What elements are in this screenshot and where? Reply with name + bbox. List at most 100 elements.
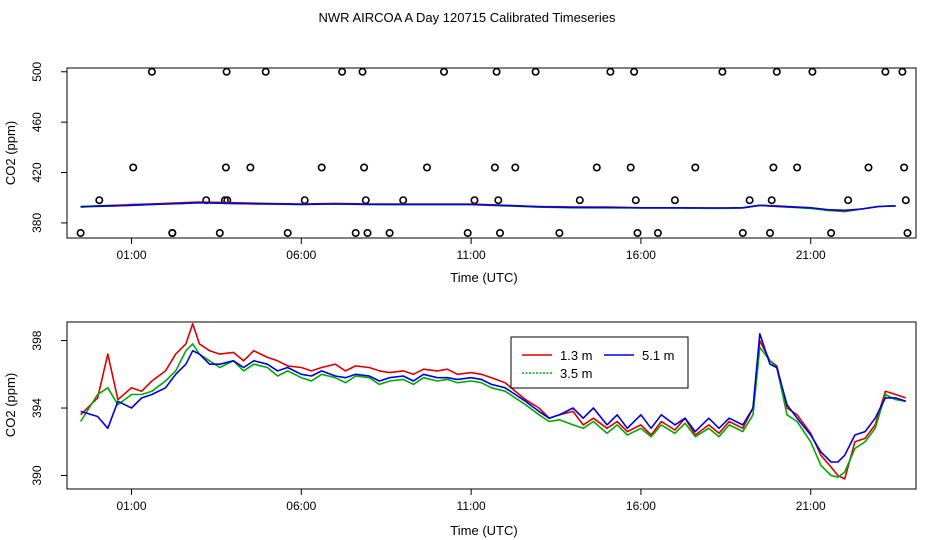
top-data-point <box>399 196 408 205</box>
top-data-point <box>129 163 138 172</box>
top-x-axis-label: Time (UTC) <box>450 270 517 285</box>
top-data-point <box>670 196 679 205</box>
top-data-point <box>718 67 727 76</box>
top-data-point <box>827 229 836 238</box>
top-data-point <box>361 196 370 205</box>
top-data-point <box>903 229 912 238</box>
top-data-point <box>738 229 747 238</box>
top-data-point <box>606 67 615 76</box>
top-plot-frame <box>66 67 917 239</box>
bottom-x-tick-label-11-00: 11:00 <box>457 499 486 513</box>
top-data-point <box>691 163 700 172</box>
top-data-point <box>385 229 394 238</box>
bottom-panel: 01:00 06:00 11:00 16:00 21:00 390 394 398 Time… <box>3 321 917 538</box>
top-data-point <box>767 196 776 205</box>
top-circles-layer <box>76 67 912 238</box>
top-panel: 01:00 06:00 11:00 16:00 21:00 380 420 460 500 T… <box>3 61 917 285</box>
bottom-series-line-3-5-m <box>79 343 906 479</box>
top-data-point <box>470 196 479 205</box>
top-data-point <box>490 163 499 172</box>
top-data-point <box>900 163 909 172</box>
top-data-point <box>351 229 360 238</box>
top-series-layer <box>80 201 896 213</box>
top-data-point <box>626 163 635 172</box>
top-x-tick-label-11-00: 11:00 <box>457 248 486 262</box>
top-data-point <box>422 163 431 172</box>
bottom-x-tick-label-21-00: 21:00 <box>796 499 826 513</box>
bottom-x-tick-label-16-00: 16:00 <box>626 499 656 513</box>
top-data-point <box>769 163 778 172</box>
top-data-point <box>844 196 853 205</box>
top-data-point <box>283 229 292 238</box>
top-data-point <box>95 196 104 205</box>
top-data-point <box>168 229 177 238</box>
top-x-axis: 01:00 06:00 11:00 16:00 21:00 <box>117 238 826 262</box>
top-data-point <box>592 163 601 172</box>
bottom-y-tick-label-394: 394 <box>30 398 44 418</box>
top-data-point <box>495 229 504 238</box>
top-data-point <box>575 196 584 205</box>
top-data-point <box>363 229 372 238</box>
top-data-point <box>555 229 564 238</box>
bottom-x-tick-label-01-00: 01:00 <box>117 499 147 513</box>
top-y-axis: 380 420 460 500 <box>30 61 67 233</box>
top-x-tick-label-16-00: 16:00 <box>626 248 656 262</box>
top-data-point <box>147 67 156 76</box>
top-y-axis-label: CO2 (ppm) <box>3 121 18 185</box>
bottom-y-axis-label: CO2 (ppm) <box>3 373 18 437</box>
bottom-y-tick-label-390: 390 <box>30 465 44 485</box>
top-data-point <box>772 67 781 76</box>
legend: 1.3 m 5.1 m 3.5 m <box>510 336 689 389</box>
top-data-point <box>745 196 754 205</box>
top-data-point <box>494 196 503 205</box>
top-x-tick-label-06-00: 06:00 <box>286 248 316 262</box>
top-data-point <box>881 67 890 76</box>
top-data-point <box>531 67 540 76</box>
top-data-point <box>633 229 642 238</box>
bottom-plot-frame <box>66 321 917 490</box>
top-data-point <box>317 163 326 172</box>
top-series-line-5-1-m <box>80 201 896 212</box>
top-data-point <box>864 163 873 172</box>
top-data-point <box>358 67 367 76</box>
top-data-point <box>246 163 255 172</box>
bottom-x-tick-label-06-00: 06:00 <box>286 499 316 513</box>
top-y-tick-label-500: 500 <box>30 61 44 81</box>
top-data-point <box>631 196 640 205</box>
top-data-point <box>463 229 472 238</box>
top-x-tick-label-21-00: 21:00 <box>796 248 826 262</box>
bottom-series-layer <box>79 322 907 480</box>
top-data-point <box>492 67 501 76</box>
legend-label-1-3m: 1.3 m <box>560 348 593 363</box>
legend-box <box>510 336 689 389</box>
top-data-point <box>215 229 224 238</box>
figure-title: NWR AIRCOA A Day 120715 Calibrated Times… <box>319 10 616 25</box>
top-data-point <box>808 67 817 76</box>
top-data-point <box>76 229 85 238</box>
bottom-series-line-5-1-m <box>80 332 907 463</box>
top-data-point <box>511 163 520 172</box>
top-data-point <box>261 67 270 76</box>
legend-label-5-1m: 5.1 m <box>642 348 675 363</box>
top-data-point <box>765 229 774 238</box>
top-data-point <box>793 163 802 172</box>
bottom-series-line-1-3-m <box>80 322 907 480</box>
top-data-point <box>898 67 907 76</box>
legend-label-3-5m: 3.5 m <box>560 366 593 381</box>
top-data-point <box>360 163 369 172</box>
top-y-tick-label-420: 420 <box>30 162 44 182</box>
top-data-point <box>901 196 910 205</box>
bottom-y-axis: 390 394 398 <box>30 330 67 486</box>
top-y-tick-label-380: 380 <box>30 213 44 233</box>
top-data-point <box>439 67 448 76</box>
top-data-point <box>653 229 662 238</box>
top-data-point <box>300 196 309 205</box>
top-data-point <box>221 163 230 172</box>
top-data-point <box>630 67 639 76</box>
bottom-x-axis-label: Time (UTC) <box>450 523 517 538</box>
top-y-tick-label-460: 460 <box>30 112 44 132</box>
top-data-point <box>222 67 231 76</box>
bottom-x-axis: 01:00 06:00 11:00 16:00 21:00 <box>117 489 826 513</box>
top-data-point <box>338 67 347 76</box>
